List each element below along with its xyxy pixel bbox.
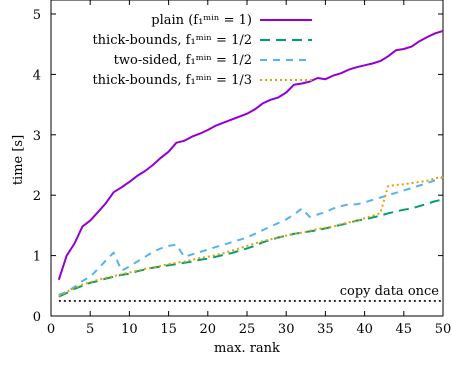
legend-label-2: thick-bounds, f₁ᵐⁱⁿ = 1/2 (92, 33, 252, 48)
x-tick-label: 40 (356, 322, 373, 337)
x-tick-label: 10 (121, 322, 138, 337)
y-tick-label: 0 (33, 310, 41, 325)
series-line-2 (58, 198, 444, 298)
reference-line-label: copy data once (340, 284, 440, 299)
x-tick-label: 5 (86, 322, 94, 337)
series-line-4 (58, 176, 444, 297)
y-tick-label: 5 (33, 8, 41, 23)
series-layer: copy data once (57, 29, 444, 302)
x-tick-label: 25 (239, 322, 256, 337)
legend: plain (f₁ᵐⁱⁿ = 1) thick-bounds, f₁ᵐⁱⁿ = 1… (92, 13, 312, 88)
y-axis-label: time [s] (11, 135, 26, 185)
x-tick-label: 45 (396, 322, 413, 337)
x-tick-label: 30 (278, 322, 295, 337)
x-tick-label: 50 (435, 322, 452, 337)
y-tick-label: 2 (33, 189, 41, 204)
legend-label-1: plain (f₁ᵐⁱⁿ = 1) (151, 13, 252, 28)
legend-label-3: two-sided, f₁ᵐⁱⁿ = 1/2 (114, 53, 252, 68)
legend-label-4: thick-bounds, f₁ᵐⁱⁿ = 1/3 (92, 73, 252, 88)
series-line-3 (58, 176, 444, 296)
y-tick-label: 3 (33, 129, 41, 144)
series-line-1 (57, 29, 444, 281)
y-tick-label: 1 (33, 250, 41, 265)
x-tick-label: 15 (160, 322, 177, 337)
x-tick-label: 35 (317, 322, 334, 337)
x-axis-label: max. rank (214, 341, 280, 356)
x-tick-label: 0 (47, 322, 55, 337)
x-tick-label: 20 (200, 322, 217, 337)
y-tick-label: 4 (33, 68, 41, 83)
